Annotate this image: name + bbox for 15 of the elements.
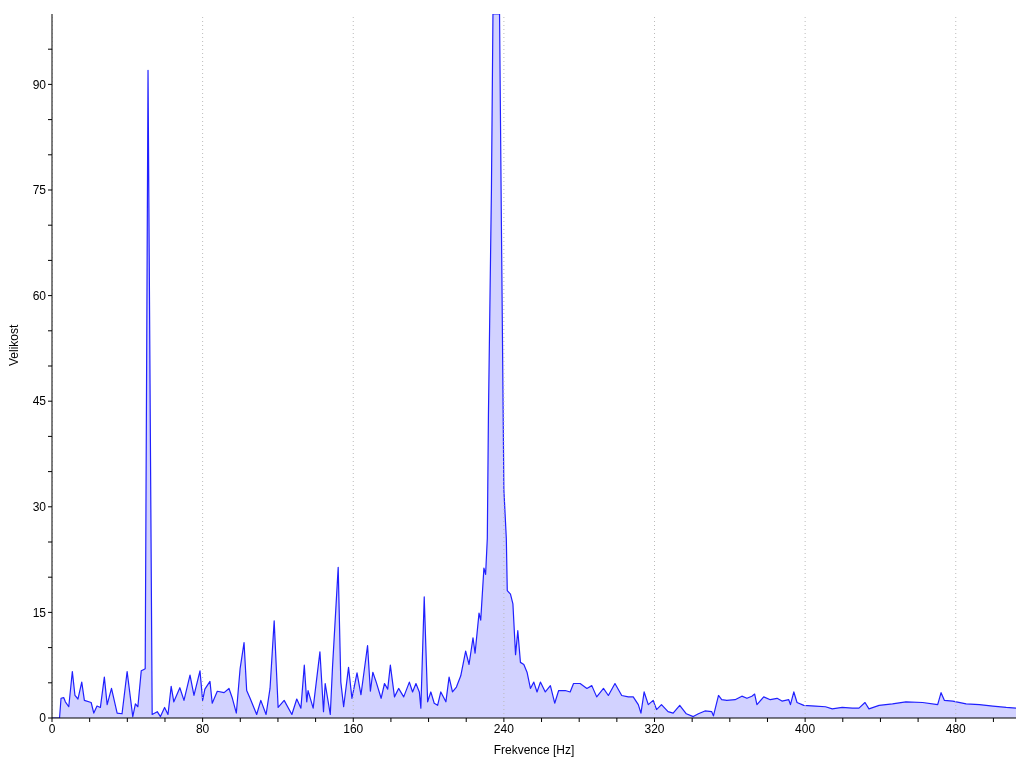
x-tick-label: 80 (195, 721, 210, 736)
y-tick-label: 15 (32, 605, 47, 620)
y-tick-label: 60 (32, 288, 47, 303)
y-tick-label: 0 (39, 711, 47, 726)
y-tick-label: 30 (32, 500, 47, 515)
y-tick-label: 45 (32, 394, 47, 409)
x-tick-label: 400 (795, 721, 816, 736)
x-tick-label: 240 (493, 721, 515, 736)
x-axis-title: Frekvence [Hz] (493, 743, 575, 757)
x-tick-label: 320 (644, 721, 665, 736)
y-tick-label: 90 (32, 77, 47, 92)
x-tick-label: 160 (343, 721, 364, 736)
y-axis-title: Velikost (7, 323, 22, 366)
y-tick-label: 75 (32, 183, 47, 198)
x-tick-label: 480 (945, 721, 967, 736)
